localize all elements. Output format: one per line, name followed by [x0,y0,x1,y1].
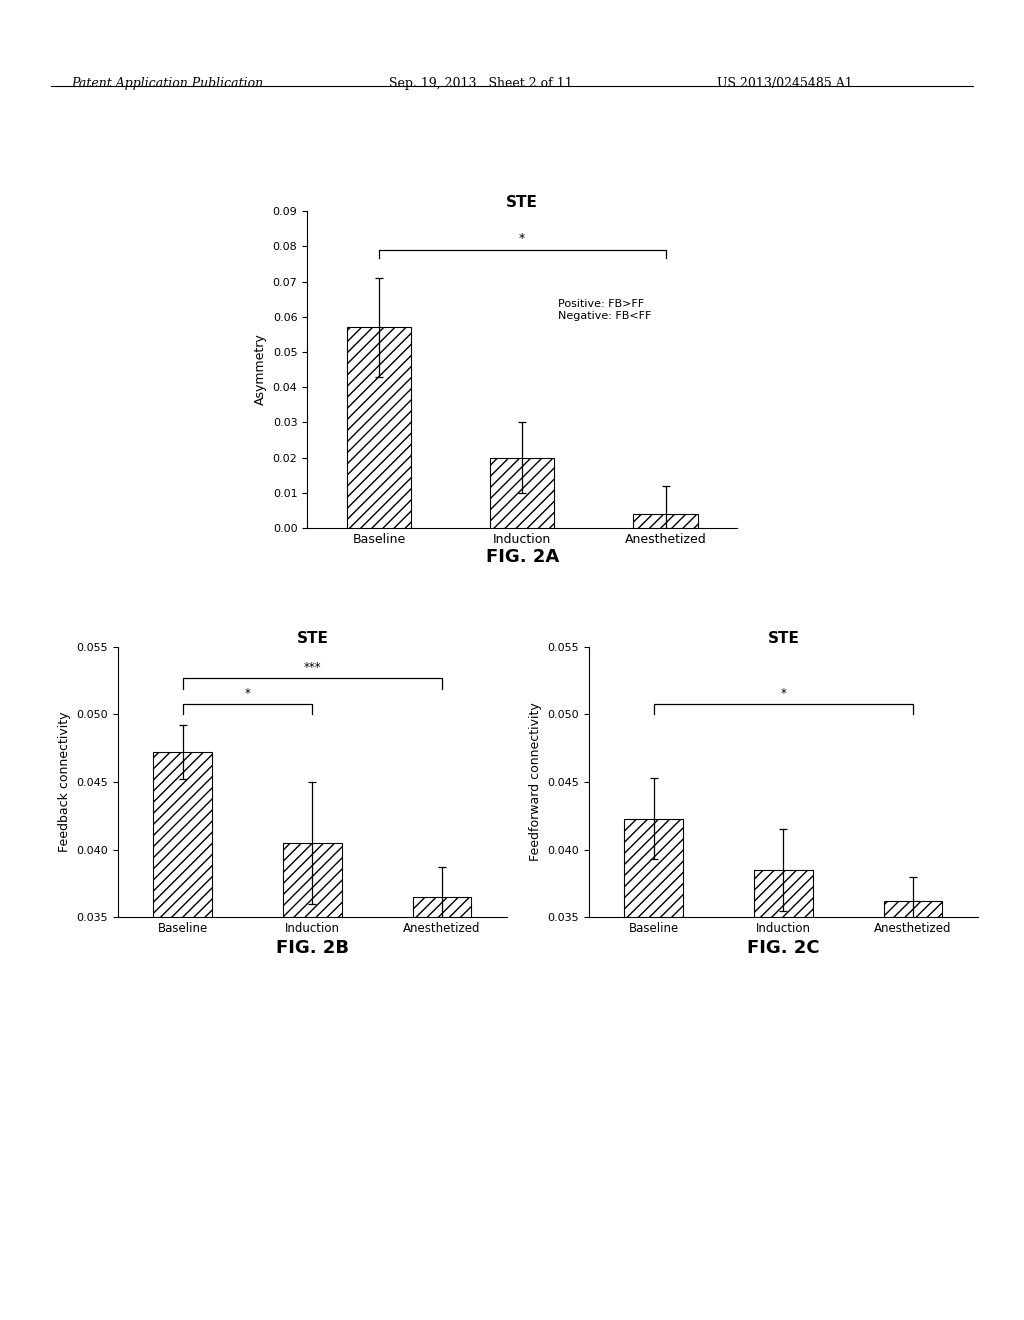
Text: FIG. 2A: FIG. 2A [485,548,559,566]
Text: FIG. 2C: FIG. 2C [748,939,819,957]
Bar [154,752,212,917]
Title: STE: STE [767,631,800,645]
Text: Positive: FB>FF
Negative: FB<FF: Positive: FB>FF Negative: FB<FF [558,300,651,321]
Bar [413,898,471,917]
Text: *: * [519,232,525,246]
Title: STE: STE [296,631,329,645]
Bar [884,902,942,917]
Bar [283,843,341,917]
Bar [346,327,412,528]
Text: *: * [780,686,786,700]
Text: Sep. 19, 2013   Sheet 2 of 11: Sep. 19, 2013 Sheet 2 of 11 [389,77,572,90]
Bar [633,513,698,528]
Y-axis label: Feedforward connectivity: Feedforward connectivity [528,702,542,862]
Text: US 2013/0245485 A1: US 2013/0245485 A1 [717,77,853,90]
Title: STE: STE [506,195,539,210]
Bar [754,870,813,917]
Text: Patent Application Publication: Patent Application Publication [72,77,264,90]
Text: *: * [245,686,251,700]
Bar [625,818,683,917]
Text: FIG. 2B: FIG. 2B [275,939,349,957]
Bar [489,458,555,528]
Y-axis label: Asymmetry: Asymmetry [254,334,267,405]
Y-axis label: Feedback connectivity: Feedback connectivity [57,711,71,853]
Text: ***: *** [303,661,322,673]
